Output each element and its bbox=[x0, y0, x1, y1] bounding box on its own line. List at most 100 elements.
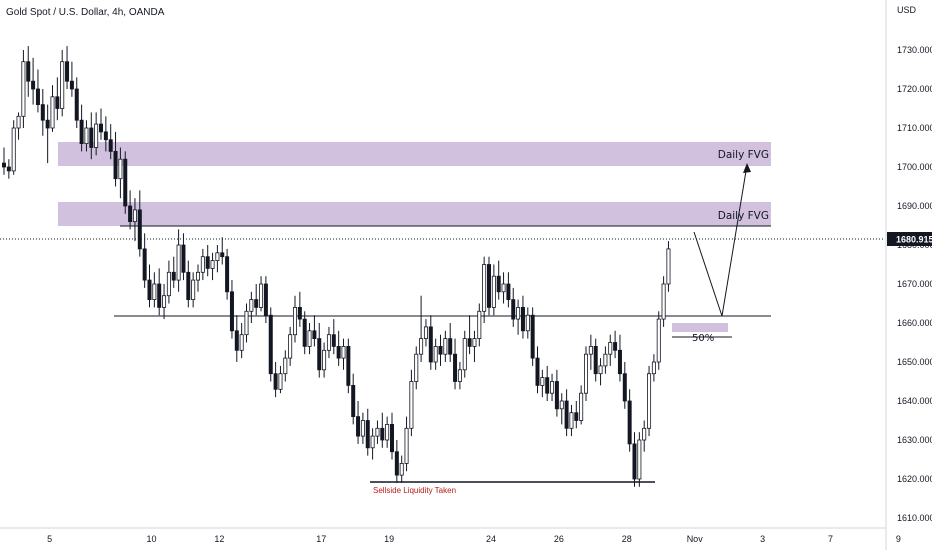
candle-down bbox=[205, 256, 210, 269]
candle-down bbox=[45, 119, 50, 129]
currency-label: USD bbox=[897, 5, 917, 15]
candle-up bbox=[152, 283, 157, 301]
candle-up bbox=[584, 353, 589, 394]
price-tick-label: 1620.000 bbox=[897, 474, 932, 484]
price-tick-label: 1700.000 bbox=[897, 162, 932, 172]
candle-up bbox=[11, 127, 16, 172]
price-tick-label: 1630.000 bbox=[897, 435, 932, 445]
candle-down bbox=[448, 338, 453, 355]
candle-down bbox=[26, 61, 31, 82]
candle-down bbox=[181, 244, 186, 273]
price-tick-label: 1690.000 bbox=[897, 201, 932, 211]
candle-down bbox=[171, 271, 176, 281]
candle-up bbox=[239, 334, 244, 351]
candle-up bbox=[404, 427, 409, 464]
candle-down bbox=[234, 330, 239, 351]
candle-down bbox=[428, 326, 433, 363]
candle-down bbox=[123, 158, 128, 207]
time-axis[interactable]: 510121719242628Nov37914 bbox=[0, 527, 932, 544]
chart-title: Gold Spot / U.S. Dollar, 4h, OANDA bbox=[6, 7, 165, 18]
candle-up bbox=[525, 314, 530, 332]
candle-down bbox=[574, 412, 579, 421]
candle-down bbox=[336, 345, 341, 359]
candle-down bbox=[137, 209, 142, 250]
candle-down bbox=[297, 306, 302, 320]
candle-up bbox=[651, 361, 656, 375]
candle-up bbox=[360, 420, 365, 437]
candle-up bbox=[370, 435, 375, 449]
time-tick-label: 3 bbox=[760, 534, 765, 544]
fvg-zone-upper bbox=[58, 142, 771, 166]
candle-up bbox=[588, 345, 593, 355]
candle-down bbox=[632, 443, 637, 480]
candle-up bbox=[191, 279, 196, 301]
candle-up bbox=[176, 244, 181, 281]
time-axis-ticks: 510121719242628Nov37914 bbox=[47, 534, 901, 544]
candle-down bbox=[220, 252, 225, 258]
candle-up bbox=[195, 271, 200, 281]
price-tick-label: 1720.000 bbox=[897, 84, 932, 94]
plot-area[interactable]: Daily FVG Daily FVG 50% Sellside Liquidi… bbox=[0, 0, 884, 550]
candle-up bbox=[278, 373, 283, 390]
candle-down bbox=[254, 299, 259, 308]
candle-down bbox=[545, 377, 550, 394]
candle-down bbox=[74, 88, 79, 121]
candle-up bbox=[661, 283, 666, 320]
candle-up bbox=[322, 349, 327, 371]
candle-down bbox=[394, 451, 399, 476]
candle-up bbox=[637, 439, 642, 480]
candle-up bbox=[516, 306, 521, 320]
candle-up bbox=[50, 96, 55, 129]
candle-up bbox=[433, 345, 438, 363]
fvg-lower-label: Daily FVG bbox=[718, 210, 769, 222]
candle-up bbox=[666, 248, 671, 285]
candle-up bbox=[598, 365, 603, 375]
candle-down bbox=[467, 338, 472, 347]
candle-down bbox=[273, 373, 278, 390]
projection-arrowhead bbox=[743, 163, 751, 173]
candle-down bbox=[617, 349, 622, 375]
candle-up bbox=[559, 400, 564, 410]
candle-down bbox=[627, 400, 632, 445]
fvg-upper-label: Daily FVG bbox=[718, 149, 769, 161]
candle-up bbox=[603, 353, 608, 367]
time-tick-label: Nov bbox=[687, 534, 704, 544]
candle-down bbox=[389, 423, 394, 453]
candle-up bbox=[409, 381, 414, 429]
candle-down bbox=[302, 318, 307, 347]
candle-down bbox=[511, 299, 516, 320]
candle-up bbox=[21, 61, 26, 117]
candle-up bbox=[326, 334, 331, 351]
time-tick-label: 17 bbox=[316, 534, 326, 544]
candle-up bbox=[647, 373, 652, 429]
candle-down bbox=[40, 104, 45, 121]
candle-down bbox=[35, 88, 40, 105]
candle-down bbox=[268, 314, 273, 375]
price-tick-label: 1610.000 bbox=[897, 513, 932, 523]
candle-up bbox=[249, 299, 254, 312]
candle-up bbox=[118, 158, 123, 180]
fifty-percent-label: 50% bbox=[692, 333, 714, 344]
candle-up bbox=[501, 283, 506, 293]
candle-down bbox=[438, 345, 443, 355]
candle-up bbox=[16, 115, 21, 129]
candle-down bbox=[530, 314, 535, 359]
candle-down bbox=[225, 256, 230, 293]
candle-down bbox=[365, 420, 370, 449]
candle-up bbox=[477, 310, 482, 339]
candle-down bbox=[535, 357, 540, 386]
candle-up bbox=[472, 338, 477, 347]
price-tick-label: 1670.000 bbox=[897, 279, 932, 289]
candle-down bbox=[317, 338, 322, 371]
candle-up bbox=[550, 381, 555, 394]
fifty-percent-zone bbox=[672, 323, 728, 332]
candle-down bbox=[113, 150, 118, 180]
price-axis[interactable]: USD 1610.000 1620.000 1630.000 1640.000 1650… bbox=[885, 0, 932, 550]
candle-up bbox=[462, 338, 467, 371]
candle-up bbox=[162, 295, 167, 308]
candle-up bbox=[94, 123, 99, 148]
sellside-liquidity-label: Sellside Liquidity Taken bbox=[373, 486, 456, 495]
candle-up bbox=[642, 427, 647, 441]
time-tick-label: 19 bbox=[384, 534, 394, 544]
